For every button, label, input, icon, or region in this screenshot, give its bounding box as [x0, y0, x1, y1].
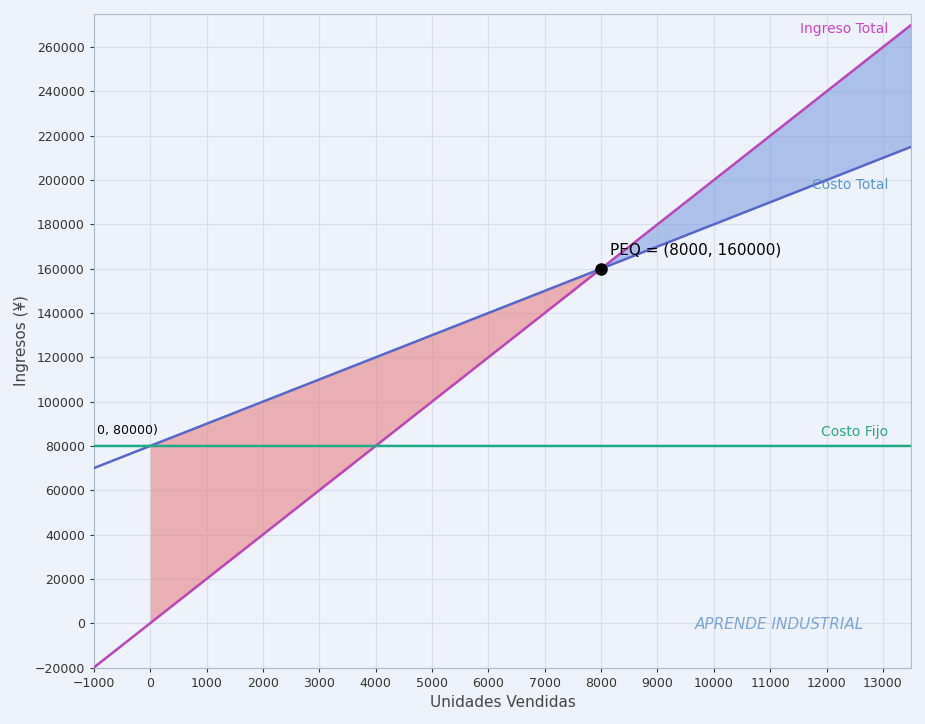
X-axis label: Unidades Vendidas: Unidades Vendidas — [429, 695, 575, 710]
Text: APRENDE INDUSTRIAL: APRENDE INDUSTRIAL — [695, 617, 864, 631]
Text: Costo Total: Costo Total — [812, 178, 889, 192]
Text: Ingreso Total: Ingreso Total — [800, 22, 889, 36]
Text: 0, 80000): 0, 80000) — [97, 424, 157, 437]
Y-axis label: Ingresos (¥): Ingresos (¥) — [14, 295, 29, 386]
Text: Costo Fijo: Costo Fijo — [821, 425, 889, 439]
Text: PEQ = (8000, 160000): PEQ = (8000, 160000) — [610, 243, 781, 258]
